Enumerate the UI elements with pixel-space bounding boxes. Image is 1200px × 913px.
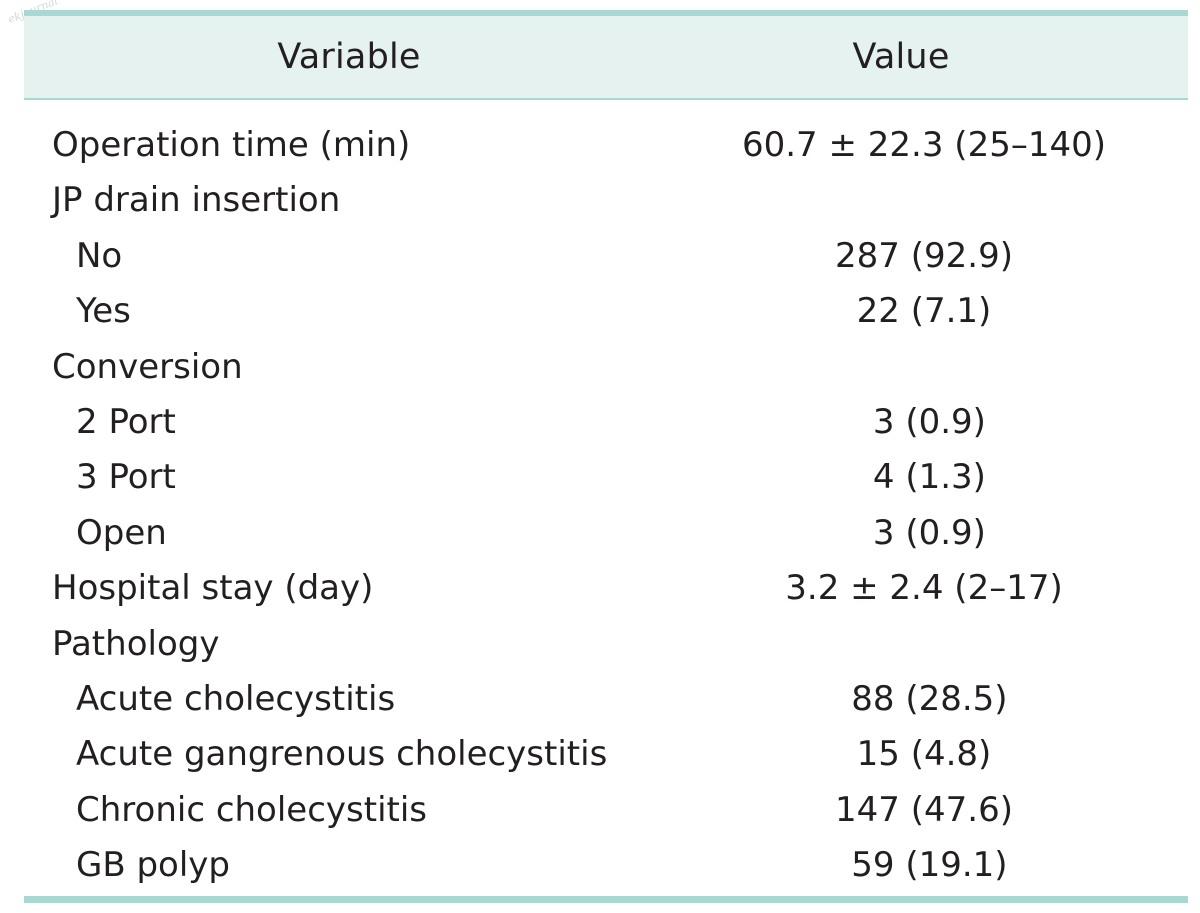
row-value: 22 (7.1): [845, 291, 1003, 332]
column-header-variable: Variable: [277, 37, 421, 77]
table-row: 2 Port 3 (0.9): [24, 395, 1188, 450]
table-bottom-rule: [24, 896, 1188, 903]
row-value: 60.7 ± 22.3 (25–140): [741, 125, 1106, 165]
results-table: Variable Value Operation time (min) 60.7…: [24, 10, 1188, 904]
row-label: Conversion: [52, 346, 243, 387]
table-row: No 287 (92.9): [24, 229, 1188, 284]
row-value: 3 (0.9): [851, 401, 997, 442]
row-value: 59 (19.1): [840, 845, 1008, 886]
table-row: GB polyp 59 (19.1): [24, 838, 1188, 893]
table-row: Pathology: [24, 617, 1188, 672]
row-label: Yes: [76, 291, 131, 332]
row-label: JP drain insertion: [52, 180, 341, 221]
row-label: No: [76, 235, 123, 276]
table-row: Operation time (min) 60.7 ± 22.3 (25–140…: [24, 118, 1188, 173]
row-label: 2 Port: [76, 401, 176, 442]
row-label: Acute gangrenous cholecystitis: [76, 734, 608, 775]
row-value: 88 (28.5): [840, 678, 1008, 719]
row-label: Open: [76, 512, 167, 553]
table-row: Open 3 (0.9): [24, 506, 1188, 561]
table-row: Chronic cholecystitis 147 (47.6): [24, 783, 1188, 838]
row-label: GB polyp: [76, 845, 231, 886]
row-label: Hospital stay (day): [52, 568, 374, 609]
table-header-band: [24, 16, 1188, 98]
table-row: Yes 22 (7.1): [24, 284, 1188, 339]
row-value: 4 (1.3): [851, 457, 997, 498]
row-value: 287 (92.9): [835, 235, 1013, 276]
row-label: Operation time (min): [52, 125, 411, 165]
row-label: Pathology: [52, 623, 220, 664]
row-value: 147 (47.6): [835, 789, 1013, 830]
table-row: Acute gangrenous cholecystitis 15 (4.8): [24, 727, 1188, 782]
table-header-rule: [24, 98, 1188, 100]
table-row: Hospital stay (day) 3.2 ± 2.4 (2–17): [24, 561, 1188, 616]
row-value: 3 (0.9): [851, 512, 997, 553]
row-label: Chronic cholecystitis: [76, 789, 428, 830]
table-row: 3 Port 4 (1.3): [24, 450, 1188, 505]
row-label: Acute cholecystitis: [76, 678, 396, 719]
table-row: JP drain insertion: [24, 173, 1188, 228]
row-label: 3 Port: [76, 457, 176, 498]
column-header-value: Value: [852, 37, 950, 77]
table-row: Conversion: [24, 340, 1188, 395]
table-top-rule: [24, 10, 1188, 16]
row-value: 3.2 ± 2.4 (2–17): [785, 568, 1063, 609]
table-row: Acute cholecystitis 88 (28.5): [24, 672, 1188, 727]
row-value: 15 (4.8): [845, 734, 1003, 775]
table-body: Operation time (min) 60.7 ± 22.3 (25–140…: [24, 118, 1188, 893]
